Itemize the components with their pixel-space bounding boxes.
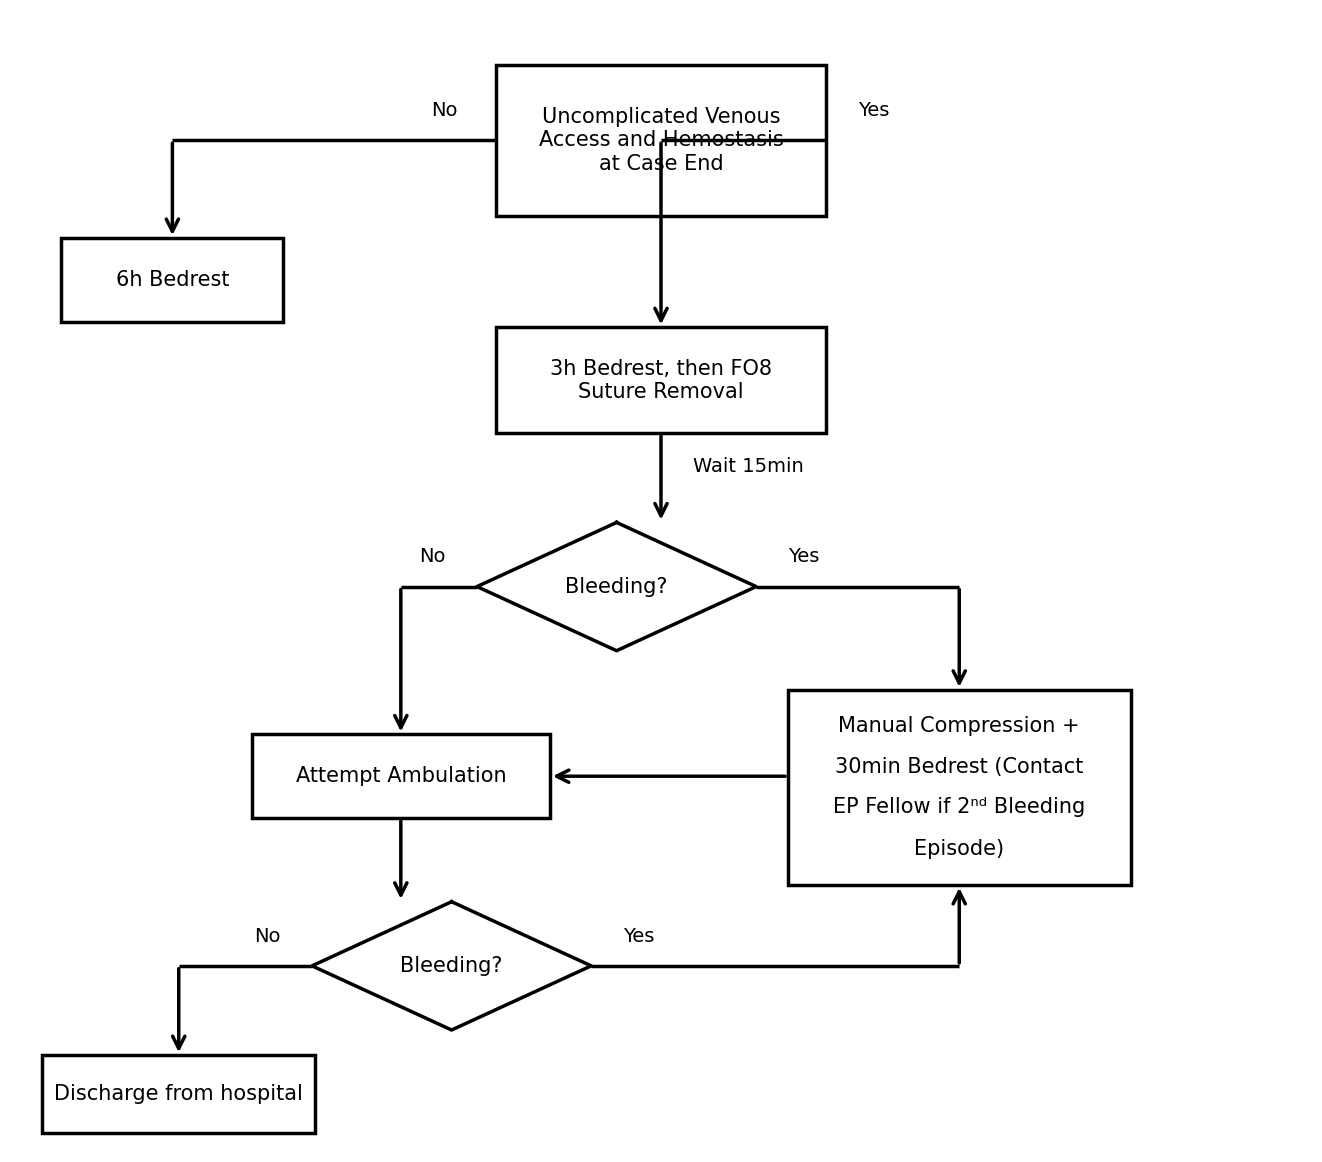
Text: No: No (431, 101, 457, 121)
Text: Bleeding?: Bleeding? (401, 956, 502, 976)
FancyBboxPatch shape (42, 1055, 315, 1133)
Text: EP Fellow if 2ⁿᵈ Bleeding: EP Fellow if 2ⁿᵈ Bleeding (833, 797, 1085, 817)
FancyBboxPatch shape (251, 734, 550, 818)
Text: No: No (419, 547, 446, 567)
FancyBboxPatch shape (496, 65, 826, 216)
Polygon shape (312, 902, 591, 1030)
Text: Discharge from hospital: Discharge from hospital (54, 1084, 303, 1104)
FancyBboxPatch shape (496, 328, 826, 433)
Text: Yes: Yes (788, 547, 820, 567)
Text: Uncomplicated Venous
Access and Hemostasis
at Case End: Uncomplicated Venous Access and Hemostas… (538, 107, 784, 173)
Text: 3h Bedrest, then FO8
Suture Removal: 3h Bedrest, then FO8 Suture Removal (550, 359, 772, 402)
Text: Yes: Yes (623, 927, 654, 946)
Text: 6h Bedrest: 6h Bedrest (115, 270, 229, 289)
Text: Yes: Yes (858, 101, 890, 121)
FancyBboxPatch shape (788, 690, 1130, 885)
Text: 30min Bedrest (Contact: 30min Bedrest (Contact (836, 758, 1084, 777)
Text: Attempt Ambulation: Attempt Ambulation (296, 766, 506, 787)
Text: Bleeding?: Bleeding? (566, 576, 668, 596)
Polygon shape (477, 523, 756, 651)
Text: Manual Compression +: Manual Compression + (838, 716, 1080, 736)
FancyBboxPatch shape (61, 238, 283, 322)
Text: No: No (254, 927, 280, 946)
Text: Wait 15min: Wait 15min (693, 457, 804, 476)
Text: Episode): Episode) (915, 839, 1005, 859)
